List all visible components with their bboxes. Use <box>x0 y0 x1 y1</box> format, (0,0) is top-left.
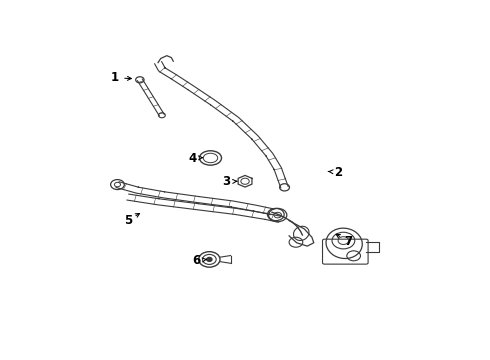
Circle shape <box>207 257 212 261</box>
Text: 2: 2 <box>334 166 343 179</box>
Text: 1: 1 <box>110 71 119 84</box>
Text: 4: 4 <box>188 152 196 165</box>
Text: 5: 5 <box>123 214 132 227</box>
Circle shape <box>114 183 121 187</box>
Text: 3: 3 <box>222 175 230 188</box>
Text: 7: 7 <box>344 235 352 248</box>
Text: 6: 6 <box>192 254 200 267</box>
